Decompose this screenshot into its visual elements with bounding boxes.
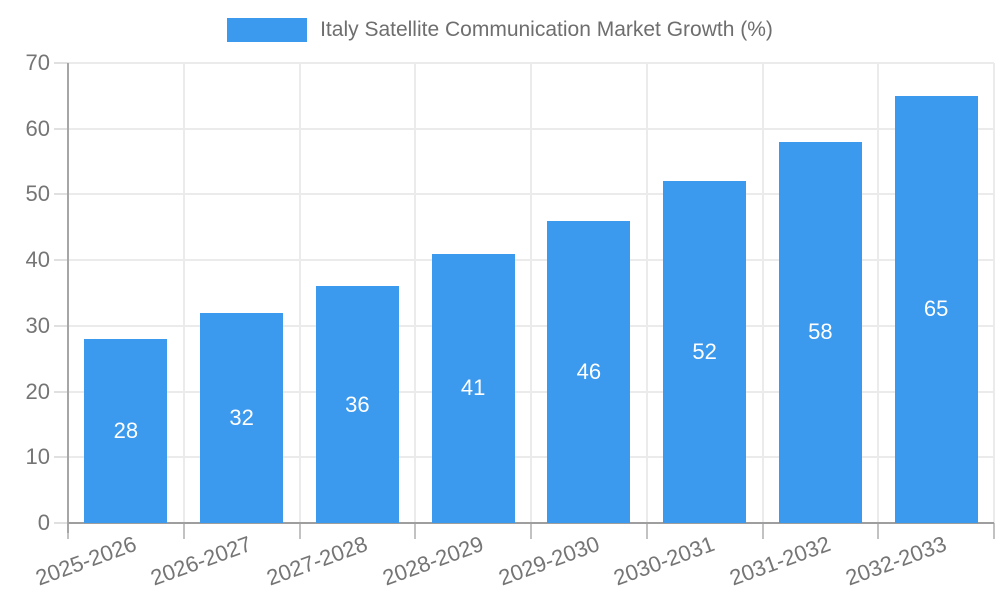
- bar[interactable]: [431, 253, 515, 523]
- x-gridline: [645, 63, 648, 523]
- x-axis-line: [68, 522, 994, 524]
- bar[interactable]: [84, 339, 168, 523]
- bar[interactable]: [547, 220, 631, 523]
- bar[interactable]: [200, 312, 284, 523]
- y-tick-label: 10: [25, 444, 50, 470]
- x-axis-tick: [182, 523, 185, 539]
- x-tick-label: 2031-2032: [726, 531, 834, 591]
- bar-value-label: 52: [692, 339, 717, 365]
- legend: Italy Satellite Communication Market Gro…: [0, 18, 1000, 42]
- x-tick-label: 2029-2030: [495, 531, 603, 591]
- bar-value-label: 32: [229, 404, 254, 430]
- x-gridline: [761, 63, 764, 523]
- x-gridline: [298, 63, 301, 523]
- y-axis-tick: [54, 193, 68, 196]
- x-gridline: [530, 63, 532, 523]
- y-axis-tick: [54, 324, 68, 327]
- bar[interactable]: [663, 181, 747, 523]
- bar-value-label: 58: [808, 319, 833, 345]
- x-axis-tick: [761, 523, 764, 539]
- x-axis-tick: [993, 523, 995, 539]
- x-tick-label: 2028-2029: [379, 531, 487, 591]
- x-gridline: [993, 63, 995, 523]
- y-axis-tick: [54, 390, 68, 393]
- y-axis-line: [67, 63, 69, 533]
- bar-value-label: 41: [460, 375, 486, 401]
- x-tick-label: 2030-2031: [610, 531, 719, 591]
- legend-swatch[interactable]: [227, 18, 308, 42]
- y-axis-tick: [54, 522, 68, 524]
- x-tick-label: 2025-2026: [32, 531, 140, 591]
- legend-label[interactable]: Italy Satellite Communication Market Gro…: [320, 18, 773, 41]
- y-tick-label: 0: [37, 510, 50, 535]
- y-axis-tick: [54, 127, 68, 130]
- x-axis-tick: [530, 523, 532, 539]
- y-axis-tick: [54, 259, 68, 262]
- bar-value-label: 46: [576, 358, 602, 384]
- y-tick-label: 50: [25, 181, 50, 207]
- y-tick-label: 70: [25, 50, 50, 75]
- y-axis-tick: [54, 62, 68, 64]
- bar[interactable]: [315, 286, 399, 523]
- x-axis-tick: [877, 523, 880, 539]
- bar[interactable]: [778, 141, 862, 523]
- x-axis-tick: [414, 523, 417, 539]
- y-tick-label: 40: [25, 247, 50, 273]
- x-axis-tick: [298, 523, 301, 539]
- x-gridline: [182, 63, 185, 523]
- y-tick-label: 60: [25, 115, 50, 141]
- bar-value-label: 28: [113, 418, 139, 443]
- y-tick-label: 20: [25, 378, 50, 404]
- x-tick-label: 2032-2033: [842, 531, 950, 591]
- x-gridline: [414, 63, 417, 523]
- x-tick-label: 2027-2028: [263, 531, 371, 591]
- y-axis-tick: [54, 456, 68, 459]
- bar-value-label: 36: [345, 391, 370, 417]
- bar-value-label: 65: [923, 296, 949, 322]
- bar[interactable]: [894, 95, 978, 523]
- x-axis-tick: [645, 523, 648, 539]
- y-tick-label: 30: [25, 312, 50, 338]
- x-tick-label: 2026-2027: [147, 531, 256, 591]
- x-gridline: [877, 63, 880, 523]
